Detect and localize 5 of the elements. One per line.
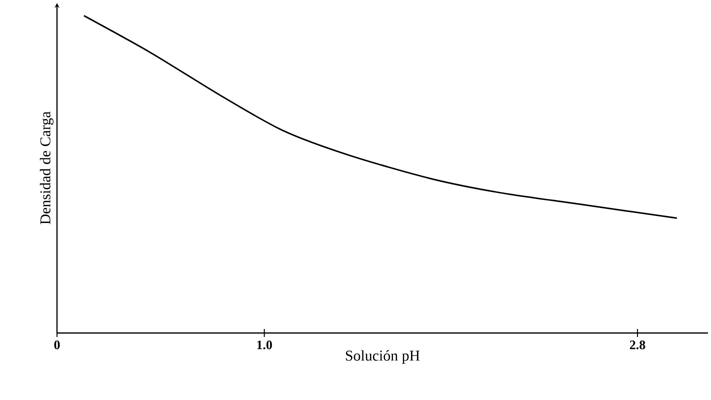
x-axis-title: Solución pH	[346, 350, 420, 364]
x-tick-label: 2.8	[630, 340, 646, 350]
x-tick-label: 0	[54, 340, 60, 350]
y-axis-title: Densidad de Carga	[40, 111, 54, 224]
x-tick-label: 1.0	[257, 340, 272, 350]
